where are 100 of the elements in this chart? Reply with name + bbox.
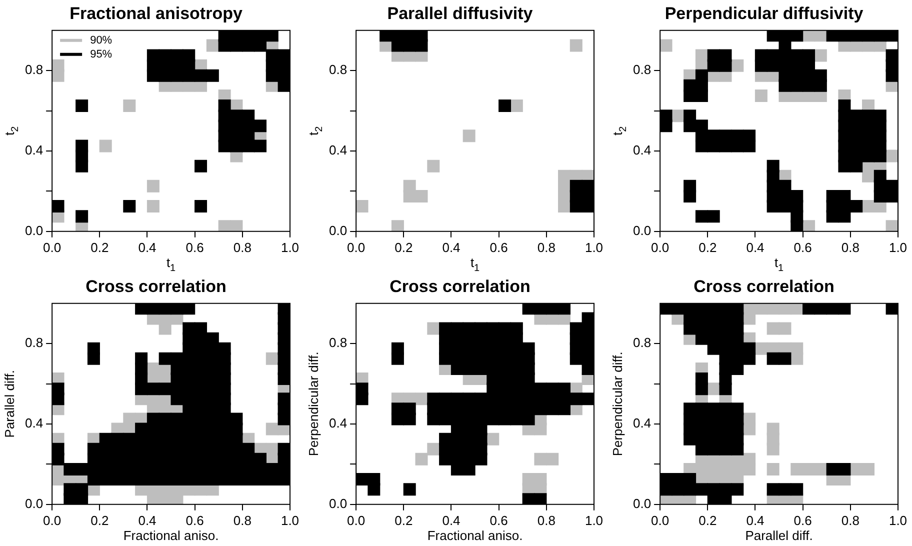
y-tick-label: 0.8 (632, 62, 652, 78)
point (778, 322, 792, 335)
y-tick-label: 0.0 (632, 496, 652, 511)
point (862, 200, 875, 213)
chart-title: Fractional anisotropy (70, 4, 243, 23)
point (391, 220, 404, 232)
point (427, 160, 440, 172)
y-tick-label: 0.4 (328, 142, 348, 158)
chart-title: Cross correlation (694, 276, 834, 296)
y-axis-title: t2 (610, 126, 629, 136)
x-tick-label: 0.0 (651, 240, 670, 255)
x-tick-label: 0.2 (90, 240, 109, 255)
y-tick-label: 0.0 (328, 496, 348, 511)
x-tick-label: 0.0 (651, 512, 670, 528)
point (427, 442, 440, 456)
point (194, 69, 208, 82)
x-tick-label: 0.8 (537, 240, 556, 255)
point (194, 160, 208, 172)
x-tick-label: 0.4 (746, 240, 764, 255)
point (766, 322, 780, 335)
y-axis-title: t2 (2, 126, 21, 136)
x-tick-label: 0.6 (794, 512, 812, 528)
point (814, 49, 827, 62)
point (790, 303, 804, 315)
y-tick-label: 0.8 (632, 335, 652, 350)
chart-title: Cross correlation (86, 276, 226, 296)
x-axis-title: Parallel diff. (745, 528, 813, 543)
point (206, 69, 219, 82)
y-tick-label: 0.0 (24, 496, 44, 511)
point (510, 100, 523, 112)
point (218, 39, 231, 52)
point (123, 100, 136, 112)
point (254, 140, 267, 152)
point (52, 69, 64, 82)
x-tick-label: 0.4 (138, 240, 156, 255)
point (415, 190, 428, 202)
point (415, 392, 428, 406)
y-tick-label: 0.4 (24, 416, 44, 431)
x-tick-label: 0.4 (442, 512, 460, 528)
point (403, 190, 416, 202)
y-tick-label: 0.0 (632, 222, 652, 238)
point (146, 200, 160, 213)
y-tick-label: 0.8 (24, 335, 44, 350)
x-tick-label: 1.0 (888, 240, 908, 255)
x-tick-label: 1.0 (280, 512, 300, 528)
legend-label: 90% (90, 34, 112, 46)
x-tick-label: 0.8 (841, 512, 860, 528)
x-tick-label: 0.6 (490, 240, 508, 255)
point (146, 69, 160, 82)
point (814, 462, 827, 476)
y-axis-title: t2 (306, 126, 325, 136)
point (534, 422, 547, 436)
x-tick-label: 0.2 (698, 512, 717, 528)
x-axis-title: Fractional aniso. (123, 528, 219, 543)
y-tick-label: 0.8 (328, 62, 348, 78)
point (462, 130, 476, 142)
point (76, 210, 88, 223)
point (754, 342, 768, 355)
point (76, 160, 88, 172)
point (731, 59, 744, 72)
point (778, 303, 792, 315)
point (242, 140, 255, 152)
point (850, 462, 863, 476)
point (266, 422, 278, 436)
point (534, 452, 547, 466)
x-tick-label: 0.6 (490, 512, 508, 528)
point (546, 452, 559, 466)
y-axis-title: Perpendicular diff. (306, 352, 321, 456)
point (886, 150, 898, 162)
point (182, 69, 196, 82)
x-tick-label: 0.2 (394, 240, 413, 255)
point (427, 322, 440, 335)
x-tick-label: 1.0 (280, 240, 300, 255)
x-tick-label: 1.0 (584, 240, 604, 255)
x-tick-label: 0.4 (138, 512, 156, 528)
x-axis-title: Fractional aniso. (427, 528, 523, 543)
point (266, 30, 278, 42)
point (886, 220, 898, 232)
x-tick-label: 0.2 (698, 240, 717, 255)
point (415, 452, 428, 466)
x-tick-label: 0.0 (347, 240, 366, 255)
point (790, 462, 804, 476)
chart-title: Perpendicular diffusivity (664, 4, 864, 23)
point (356, 200, 368, 213)
x-tick-label: 0.8 (537, 512, 556, 528)
point (380, 30, 392, 42)
point (802, 220, 816, 232)
x-tick-label: 0.4 (442, 240, 460, 255)
x-tick-label: 0.8 (841, 240, 860, 255)
point (52, 200, 64, 213)
point (194, 200, 208, 213)
point (862, 462, 875, 476)
point (218, 140, 231, 152)
point (266, 69, 278, 82)
x-tick-label: 0.8 (233, 240, 252, 255)
point (230, 220, 243, 232)
point (266, 352, 278, 365)
y-tick-label: 0.8 (24, 62, 44, 78)
legend-label: 95% (90, 48, 112, 60)
point (766, 442, 780, 456)
